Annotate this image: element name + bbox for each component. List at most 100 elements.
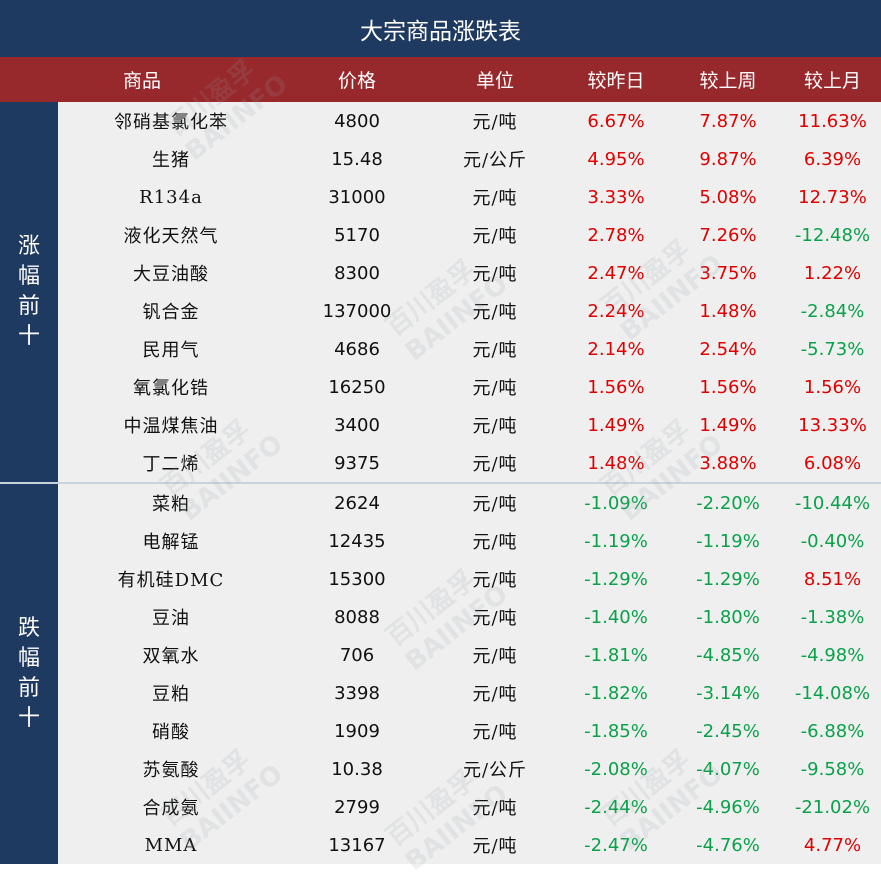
cell-month-change: -10.44% (794, 492, 871, 514)
cell-day-change: -1.85% (584, 720, 648, 742)
cell-day-change: -1.82% (584, 682, 648, 704)
cell-day-change: 2.47% (587, 262, 645, 284)
cell-month-change: -1.38% (800, 606, 865, 628)
cell-day-change: 3.33% (587, 186, 645, 208)
cell-day-change: -2.44% (584, 796, 648, 818)
cell-week-change: -1.29% (696, 568, 760, 590)
cell-month-change: 8.51% (803, 568, 862, 590)
cell-week-change: 9.87% (699, 148, 757, 170)
table-row: 邻硝基氯化苯 4800 元/吨 6.67% 7.87% 11.63% (58, 102, 881, 140)
cell-week-change: 5.08% (699, 186, 757, 208)
cell-price: 8300 (334, 262, 380, 284)
cell-unit: 元/吨 (472, 494, 518, 515)
cell-month-change: -6.88% (800, 720, 865, 742)
cell-month-change: 12.73% (798, 186, 867, 208)
gainers-label-char: 涨 (17, 234, 40, 259)
cell-week-change: 1.48% (699, 300, 757, 322)
cell-month-change: -2.84% (800, 300, 865, 322)
cell-month-change: -4.98% (800, 644, 865, 666)
cell-week-change: -4.07% (696, 758, 760, 780)
cell-name: MMA (144, 834, 198, 856)
cell-unit: 元/公斤 (462, 760, 528, 781)
cell-unit: 元/吨 (472, 340, 518, 361)
cell-price: 2799 (334, 796, 380, 818)
cell-day-change: -2.08% (584, 758, 648, 780)
cell-unit: 元/吨 (472, 646, 518, 667)
losers-label-char: 跌 (17, 616, 40, 641)
cell-month-change: 1.22% (803, 262, 862, 284)
table-row: 电解锰 12435 元/吨 -1.19% -1.19% -0.40% (58, 522, 881, 560)
cell-week-change: 2.54% (699, 338, 757, 360)
cell-price: 31000 (328, 186, 386, 208)
cell-month-change: -14.08% (794, 682, 871, 704)
cell-day-change: 2.24% (587, 300, 645, 322)
losers-rows: 菜粕 2624 元/吨 -1.09% -2.20% -10.44% 电解锰 12435 元/吨 -… (58, 484, 881, 864)
cell-price: 8088 (334, 606, 380, 628)
table-row: 氧氯化锆 16250 元/吨 1.56% 1.56% 1.56% (58, 368, 881, 406)
cell-price: 3400 (334, 414, 380, 436)
cell-month-change: 6.39% (803, 148, 862, 170)
gainers-label-char: 十 (17, 324, 40, 349)
cell-week-change: 3.88% (699, 452, 757, 474)
cell-month-change: 13.33% (798, 414, 867, 436)
table-row: 双氧水 706 元/吨 -1.81% -4.85% -4.98% (58, 636, 881, 674)
cell-day-change: -2.47% (584, 834, 648, 856)
cell-week-change: 1.49% (699, 414, 757, 436)
losers-label: 跌 幅 前 十 (0, 484, 58, 864)
cell-unit: 元/吨 (472, 188, 518, 209)
cell-name: 合成氨 (142, 798, 200, 819)
cell-week-change: -2.20% (696, 492, 760, 514)
table-row: 丁二烯 9375 元/吨 1.48% 3.88% 6.08% (58, 444, 881, 482)
table-row: R134a 31000 元/吨 3.33% 5.08% 12.73% (58, 178, 881, 216)
table-row: 液化天然气 5170 元/吨 2.78% 7.26% -12.48% (58, 216, 881, 254)
cell-month-change: 4.77% (803, 834, 862, 856)
losers-section: 跌 幅 前 十 菜粕 2624 元/吨 -1.09% -2.20% -10.44% 电解锰 1… (0, 484, 881, 864)
cell-unit: 元/吨 (472, 684, 518, 705)
table-row: 生猪 15.48 元/公斤 4.95% 9.87% 6.39% (58, 140, 881, 178)
cell-name: 硝酸 (152, 722, 190, 743)
table-row: 民用气 4686 元/吨 2.14% 2.54% -5.73% (58, 330, 881, 368)
cell-month-change: 11.63% (798, 110, 867, 132)
cell-name: 苏氨酸 (142, 760, 200, 781)
losers-label-char: 十 (17, 706, 40, 731)
cell-price: 4800 (334, 110, 380, 132)
table-row: 中温煤焦油 3400 元/吨 1.49% 1.49% 13.33% (58, 406, 881, 444)
cell-month-change: 6.08% (803, 452, 862, 474)
cell-day-change: 2.78% (587, 224, 645, 246)
cell-price: 706 (339, 644, 375, 666)
cell-unit: 元/吨 (472, 302, 518, 323)
cell-name: 生猪 (152, 150, 190, 171)
cell-week-change: 7.26% (699, 224, 757, 246)
table-row: 合成氨 2799 元/吨 -2.44% -4.96% -21.02% (58, 788, 881, 826)
cell-unit: 元/吨 (472, 454, 518, 475)
cell-price: 10.38 (331, 758, 383, 780)
cell-unit: 元/吨 (472, 112, 518, 133)
cell-name: 氧氯化锆 (133, 378, 209, 399)
cell-month-change: 1.56% (803, 376, 862, 398)
cell-week-change: -1.80% (696, 606, 760, 628)
cell-price: 16250 (328, 376, 386, 398)
table-row: 苏氨酸 10.38 元/公斤 -2.08% -4.07% -9.58% (58, 750, 881, 788)
cell-day-change: -1.19% (584, 530, 648, 552)
cell-day-change: 2.14% (587, 338, 645, 360)
cell-day-change: -1.29% (584, 568, 648, 590)
cell-name: 双氧水 (142, 646, 200, 667)
section-divider (0, 482, 881, 484)
cell-day-change: 4.95% (587, 148, 645, 170)
table-row: 豆粕 3398 元/吨 -1.82% -3.14% -14.08% (58, 674, 881, 712)
cell-name: 豆粕 (152, 684, 190, 705)
cell-name: 丁二烯 (142, 454, 200, 475)
table-row: 豆油 8088 元/吨 -1.40% -1.80% -1.38% (58, 598, 881, 636)
cell-name: 钒合金 (142, 302, 200, 323)
cell-week-change: -1.19% (696, 530, 760, 552)
cell-price: 15.48 (331, 148, 383, 170)
gainers-label: 涨 幅 前 十 (0, 102, 58, 482)
header-price: 价格 (337, 70, 376, 92)
gainers-label-char: 幅 (17, 264, 40, 289)
cell-unit: 元/吨 (472, 264, 518, 285)
header-day: 较昨日 (587, 70, 645, 92)
losers-label-char: 幅 (17, 646, 40, 671)
table-header: 商品 价格 单位 较昨日 较上周 较上月 (0, 57, 881, 102)
cell-day-change: -1.81% (584, 644, 648, 666)
cell-price: 12435 (328, 530, 386, 552)
